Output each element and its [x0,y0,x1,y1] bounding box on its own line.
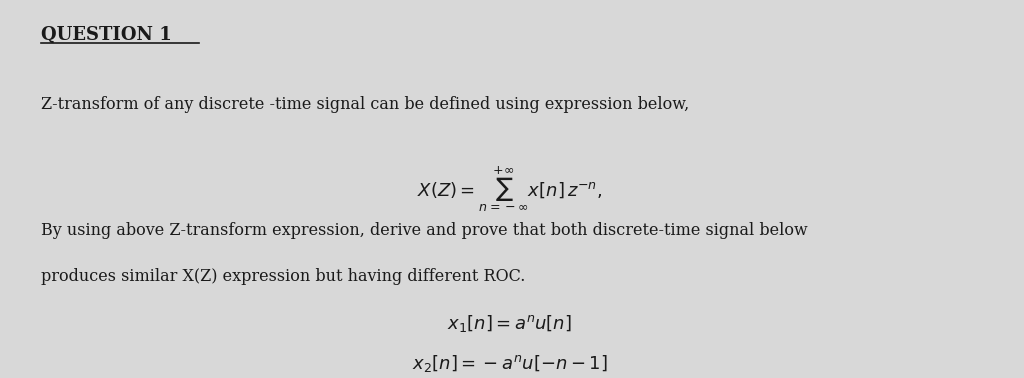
Text: QUESTION 1: QUESTION 1 [41,26,171,44]
Text: By using above Z-transform expression, derive and prove that both discrete-time : By using above Z-transform expression, d… [41,222,808,239]
Text: $x_2[n] = -a^n u[-n-1]$: $x_2[n] = -a^n u[-n-1]$ [412,353,607,375]
Text: Z-transform of any discrete -time signal can be defined using expression below,: Z-transform of any discrete -time signal… [41,96,689,113]
Text: produces similar X(Z) expression but having different ROC.: produces similar X(Z) expression but hav… [41,268,525,285]
Text: $x_1[n] = a^n u[n]$: $x_1[n] = a^n u[n]$ [447,313,572,334]
Text: $X(Z) = \sum_{n=-\infty}^{+\infty} x[n]\,z^{-n},$: $X(Z) = \sum_{n=-\infty}^{+\infty} x[n]\… [417,165,602,215]
